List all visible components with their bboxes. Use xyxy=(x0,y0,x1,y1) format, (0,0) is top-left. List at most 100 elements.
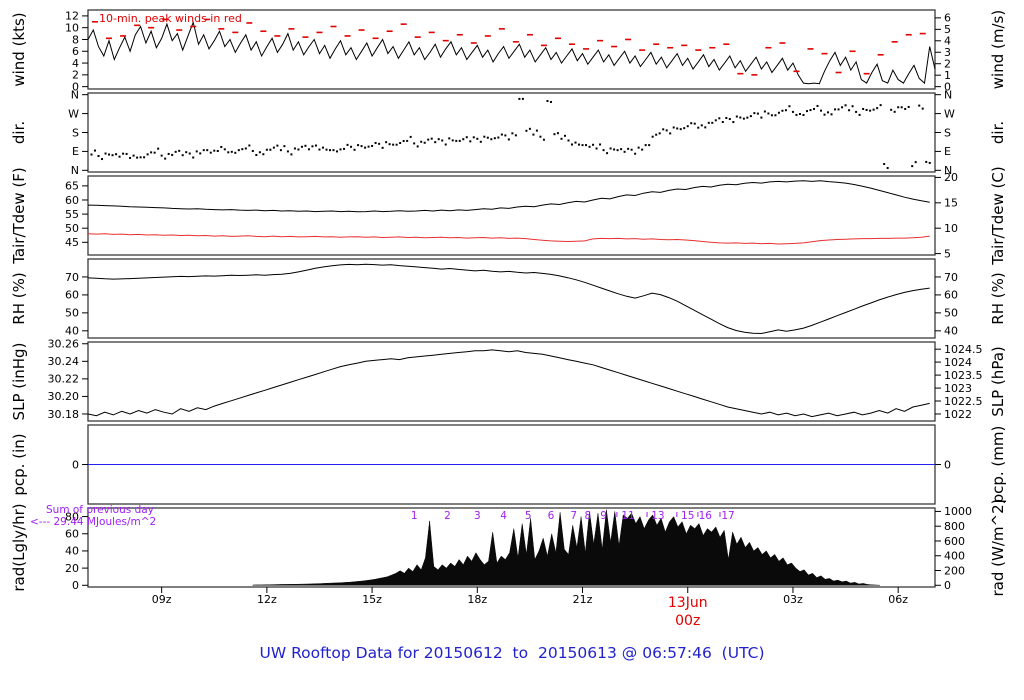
series-wind-direction xyxy=(813,107,815,110)
series-wind-direction xyxy=(504,134,507,137)
series-wind-direction xyxy=(314,144,317,147)
series-wind-direction xyxy=(462,138,465,141)
series-wind-direction xyxy=(528,127,531,130)
series-wind-direction xyxy=(486,136,489,139)
series-wind-direction xyxy=(90,153,93,156)
left-tick-label-dir: W xyxy=(68,107,79,120)
series-wind-direction xyxy=(441,139,444,142)
series-wind-direction xyxy=(749,115,752,118)
series-wind-direction xyxy=(167,152,170,155)
series-wind-direction xyxy=(385,141,388,144)
series-wind-direction xyxy=(616,149,619,152)
series-wind-direction xyxy=(746,116,749,119)
series-wind-direction xyxy=(521,97,524,100)
series-relative-humidity xyxy=(87,263,930,335)
series-wind-direction xyxy=(697,126,700,129)
series-wind-direction xyxy=(592,143,595,146)
series-wind-direction xyxy=(220,145,223,148)
radiation-sum-note-line2: <--- 29.44 MJoules/m^2 xyxy=(30,516,157,528)
series-wind-direction xyxy=(781,109,784,112)
series-wind-direction xyxy=(129,156,132,159)
right-tick-label-dir: N xyxy=(944,164,952,177)
x-axis-label: 12z xyxy=(257,593,277,606)
series-wind-direction xyxy=(830,113,833,116)
left-axis-label-rh: RH (%) xyxy=(10,272,28,324)
series-wind-direction xyxy=(97,155,100,158)
series-wind-direction xyxy=(620,148,623,151)
series-wind-direction xyxy=(399,142,402,145)
series-wind-direction xyxy=(511,132,514,135)
series-wind-direction xyxy=(297,148,300,151)
radiation-sum-note-line1: Sum of previous day xyxy=(46,504,154,516)
series-wind-direction xyxy=(556,132,559,135)
rad-milestone-label: 3 xyxy=(474,510,481,522)
left-tick-label-temp: 50 xyxy=(65,222,79,235)
series-wind-direction xyxy=(728,118,731,121)
left-tick-label-wind: 6 xyxy=(72,45,79,58)
right-tick-label-temp: 20 xyxy=(944,171,958,184)
series-wind-direction xyxy=(230,150,233,153)
series-wind-direction xyxy=(94,149,97,152)
rad-milestone-label: 11 xyxy=(621,510,634,522)
right-tick-label-pcp: 0 xyxy=(944,458,951,471)
series-wind-direction xyxy=(122,152,125,155)
left-tick-label-wind: 12 xyxy=(65,10,79,23)
series-wind-direction xyxy=(693,122,696,125)
series-wind-direction xyxy=(132,154,135,157)
left-tick-label-dir: S xyxy=(72,126,79,139)
left-tick-label-temp: 45 xyxy=(65,236,79,249)
series-wind-direction xyxy=(483,135,486,138)
rad-milestone-label: 17 xyxy=(721,510,734,522)
right-axis-label-rad: rad (W/m^2) xyxy=(989,499,1007,597)
series-wind-direction xyxy=(686,125,689,128)
series-wind-direction xyxy=(181,154,184,157)
series-wind-direction xyxy=(921,107,924,110)
rad-milestone-label: 7 xyxy=(570,510,577,522)
right-tick-label-dir: S xyxy=(944,126,951,139)
series-wind-direction xyxy=(118,155,121,158)
series-wind-direction xyxy=(535,129,538,132)
series-wind-direction xyxy=(325,148,328,151)
series-wind-direction xyxy=(855,110,858,113)
right-tick-label-rad: 0 xyxy=(944,579,951,592)
series-wind-direction xyxy=(644,144,647,147)
series-solar-radiation xyxy=(252,509,881,586)
series-air-temperature xyxy=(87,180,930,213)
series-wind-direction xyxy=(525,129,528,132)
series-wind-direction xyxy=(244,147,247,150)
right-tick-label-wind: 3 xyxy=(944,46,951,59)
right-tick-label-wind: 0 xyxy=(944,80,951,93)
series-wind-direction xyxy=(690,122,693,125)
series-wind-direction xyxy=(925,160,928,163)
left-tick-label-rad: 0 xyxy=(72,579,79,592)
left-tick-label-pcp: 0 xyxy=(72,458,79,471)
series-wind-direction xyxy=(202,149,205,152)
series-wind-direction xyxy=(560,137,563,140)
series-wind-direction xyxy=(157,147,160,150)
series-wind-direction xyxy=(606,152,609,155)
x-axis-label-date: 13Jun xyxy=(668,595,708,611)
series-wind-direction xyxy=(841,106,844,109)
right-tick-label-slp: 1023.5 xyxy=(944,369,983,382)
series-wind-direction xyxy=(662,128,665,131)
series-wind-direction xyxy=(430,137,433,140)
series-wind-direction xyxy=(876,107,879,110)
series-wind-direction xyxy=(371,144,374,147)
rad-milestone-label: 1 xyxy=(411,510,418,522)
right-axis-label-wind: wind (m/s) xyxy=(989,10,1007,89)
series-wind-direction xyxy=(381,146,384,149)
right-tick-label-wind: 2 xyxy=(944,58,951,71)
series-wind-direction xyxy=(290,153,293,156)
series-wind-direction xyxy=(532,133,535,136)
series-wind-direction xyxy=(904,107,907,110)
series-wind-direction xyxy=(707,121,710,124)
series-wind-direction xyxy=(655,133,658,136)
series-wind-direction xyxy=(718,117,721,120)
series-wind-direction xyxy=(739,116,742,119)
chart-title: UW Rooftop Data for 20150612 to 20150613… xyxy=(259,644,765,662)
series-wind-direction xyxy=(578,143,581,146)
series-wind-direction xyxy=(413,142,416,145)
series-wind-direction xyxy=(581,144,584,147)
series-wind-direction xyxy=(188,152,191,155)
left-tick-label-rad: 60 xyxy=(65,528,79,541)
